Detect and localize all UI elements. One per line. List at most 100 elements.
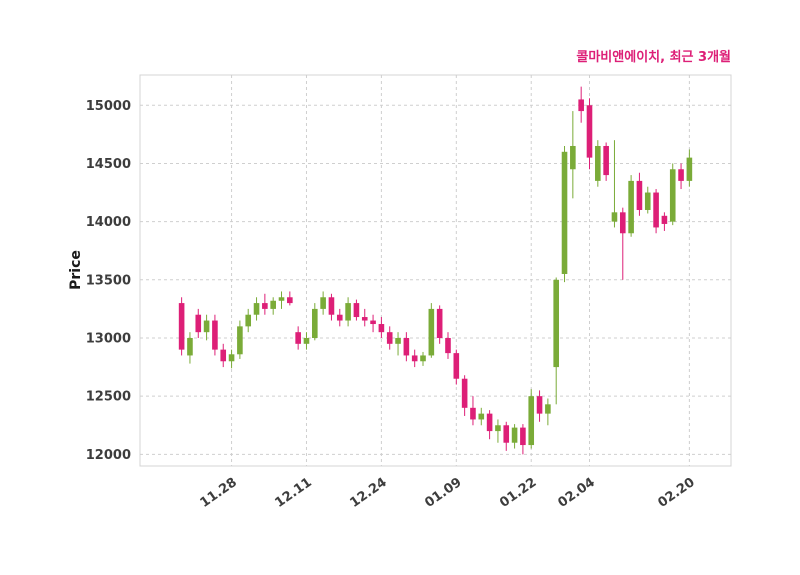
candle-11.28 [228,349,235,369]
candle-01.22 [528,389,535,449]
x-tick-label: 02.04 [555,475,597,511]
x-tick-labels: 11.28 12.11 12.24 01.09 01.22 02.04 02.20 [198,475,698,511]
candle-body [395,337,401,344]
candle-02.14 [653,189,659,234]
candle-body [586,105,593,158]
chart-title: 콜마비앤에이치, 최근 3개월 [576,50,731,65]
candle-11.20 [178,297,185,356]
y-tick-label: 13000 [86,331,131,346]
candle-body [386,332,393,344]
plot-area [139,74,732,467]
candle-body [503,425,510,443]
candle-02.06 [603,142,609,181]
candle-01.10 [461,375,468,416]
candle-12.05 [270,297,276,315]
candle-body [228,354,235,362]
candle-body [245,314,252,327]
candle-body [370,320,376,325]
candle-12.04 [262,293,268,315]
candle-body [378,324,385,333]
y-tick-label: 12500 [86,390,131,405]
candle-body [653,192,659,228]
y-tick-label: 12000 [86,448,131,463]
candle-02.03 [578,86,584,123]
candle-body [495,425,501,432]
candle-body [545,404,551,414]
candle-01.14 [478,407,485,426]
y-tick-label: 13500 [86,273,131,288]
candle-12.19 [353,299,360,321]
candle-12.24 [378,317,385,338]
candle-body [212,320,218,350]
candle-01.15 [486,410,493,440]
candle-12.03 [253,297,260,321]
candle-11.25 [203,314,210,341]
candle-01.31 [570,111,576,199]
candle-01.08 [445,332,451,359]
candle-body [287,297,293,304]
candle-body [278,297,285,301]
candle-body [195,314,202,333]
x-tick-label: 12.11 [272,475,314,511]
candle-01.20 [511,424,518,449]
candle-body [678,169,684,181]
candle-body [561,151,568,274]
y-tick-label: 15000 [86,99,131,114]
x-tick-label: 01.09 [422,475,464,511]
candle-body [536,396,543,414]
candle-02.18 [669,163,676,226]
candle-body [178,303,185,350]
candle-body [528,396,535,446]
candle-01.06 [428,303,435,358]
candle-01.03 [420,351,426,366]
candle-body [619,212,626,234]
candles [178,86,693,455]
candle-01.16 [495,419,501,443]
candle-body [470,407,476,420]
candle-body [203,320,210,333]
candle-02.17 [661,212,668,231]
candle-02.07 [611,140,618,228]
candle-body [644,192,651,210]
candle-body [686,157,693,181]
candle-01.13 [470,396,476,426]
candle-body [453,353,460,379]
candle-body [270,300,276,309]
candle-body [603,145,609,176]
candle-body [445,337,451,354]
y-tick-labels: 12000 12500 13000 13500 14000 14500 15000 [86,99,131,463]
candle-body [511,427,518,443]
candle-01.09 [453,349,460,385]
x-tick-label: 02.20 [655,475,697,511]
candle-12.09 [287,291,293,306]
candle-12.30 [403,332,410,362]
candle-01.23 [536,390,543,422]
candle-body [345,303,351,321]
candle-body [303,337,310,344]
candle-12.10 [295,326,301,350]
candle-body [353,303,360,318]
candle-body [253,303,260,315]
candle-02.19 [678,163,684,190]
candle-02.12 [636,172,643,216]
candle-11.26 [212,314,218,356]
candle-body [237,326,243,355]
candle-body [411,355,418,362]
candle-12.11 [303,332,310,350]
candle-body [553,279,559,368]
candle-02.13 [644,186,651,214]
candle-12.27 [395,332,401,356]
candle-body [595,145,601,181]
x-tick-label: 11.28 [198,475,240,511]
candle-12.12 [312,303,318,341]
y-tick-label: 14000 [86,215,131,230]
candle-12.23 [370,314,376,333]
candle-body [312,308,318,338]
candle-body [461,378,468,408]
candle-11.29 [237,320,243,359]
candle-12.18 [345,297,351,327]
candle-02.11 [628,175,634,237]
candle-body [661,215,668,224]
candle-01.02 [411,349,418,368]
